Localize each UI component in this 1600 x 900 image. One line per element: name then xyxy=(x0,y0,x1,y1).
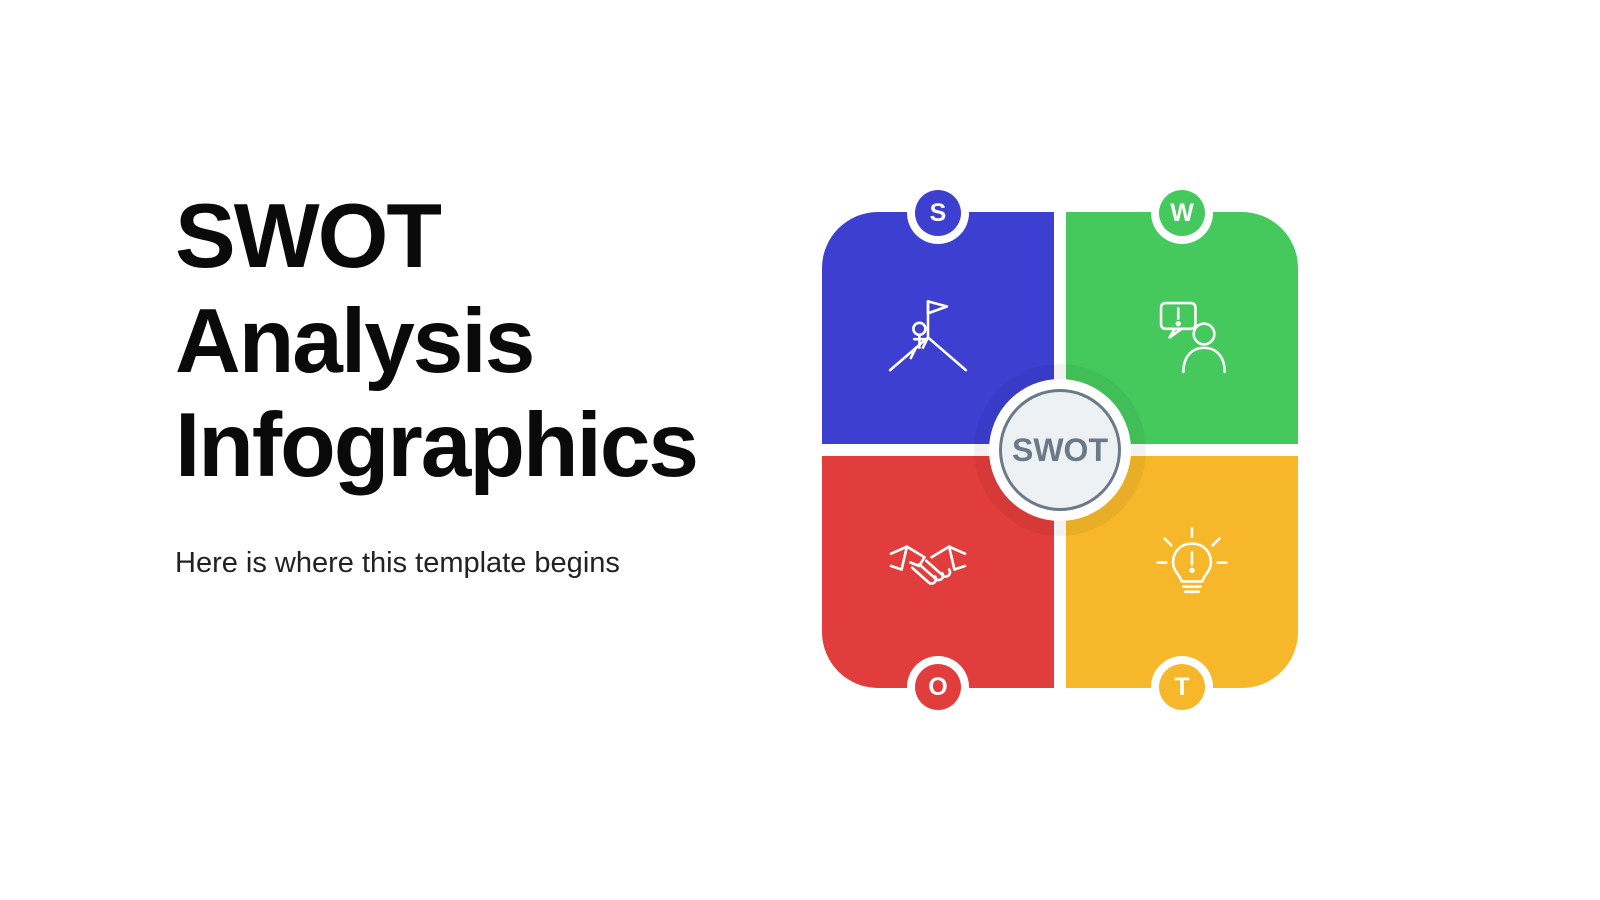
badge-o: O xyxy=(907,656,969,718)
badge-w-label: W xyxy=(1170,199,1194,228)
lightbulb-alert-icon xyxy=(1148,522,1236,610)
badge-w: W xyxy=(1151,182,1213,244)
handshake-icon xyxy=(884,522,972,610)
slide-subtitle: Here is where this template begins xyxy=(175,547,755,580)
badge-o-inner: O xyxy=(915,664,961,710)
badge-s: S xyxy=(907,182,969,244)
swot-center-core: SWOT xyxy=(999,389,1121,511)
flag-peak-icon xyxy=(884,290,972,378)
slide-title: SWOT Analysis Infographics xyxy=(175,185,755,499)
swot-title-slide: SWOT Analysis Infographics Here is where… xyxy=(0,0,1600,900)
badge-s-label: S xyxy=(930,199,947,228)
badge-t-inner: T xyxy=(1159,664,1205,710)
swot-center-label: SWOT xyxy=(1012,432,1108,469)
person-alert-icon xyxy=(1148,290,1236,378)
badge-t-label: T xyxy=(1174,673,1189,702)
swot-diagram: S W O T SWOT xyxy=(780,170,1340,730)
swot-center-disc: SWOT xyxy=(989,379,1131,521)
title-block: SWOT Analysis Infographics Here is where… xyxy=(175,185,755,580)
badge-w-inner: W xyxy=(1159,190,1205,236)
badge-t: T xyxy=(1151,656,1213,718)
badge-s-inner: S xyxy=(915,190,961,236)
title-line-1: SWOT xyxy=(175,186,440,287)
title-line-2: Analysis xyxy=(175,291,533,392)
badge-o-label: O xyxy=(928,673,947,702)
title-line-3: Infographics xyxy=(175,395,697,496)
